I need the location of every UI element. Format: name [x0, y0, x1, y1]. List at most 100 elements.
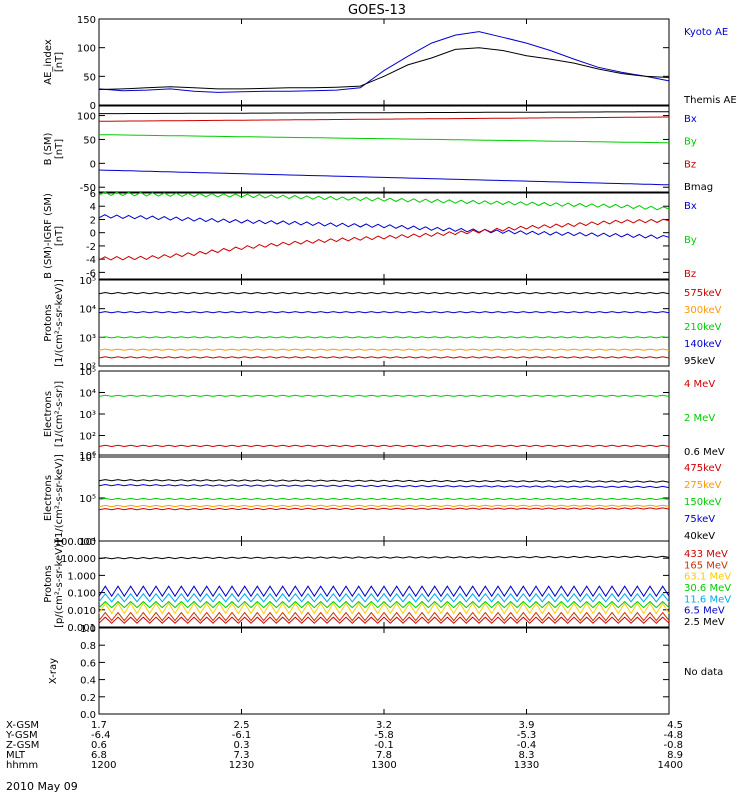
ephemeris-value: 7.3	[234, 750, 250, 761]
series-line	[98, 616, 670, 624]
series-line	[98, 31, 670, 93]
ephemeris-value: 3.9	[519, 720, 535, 731]
y-tick-label: 0	[90, 101, 96, 112]
y-axis-label: Protons	[43, 304, 54, 341]
y-tick-label: 10⁶	[79, 451, 96, 462]
legend-label: 0.6 MeV	[684, 447, 725, 458]
y-tick-label: 0.010	[67, 606, 96, 617]
legend-label: 4 MeV	[684, 379, 715, 390]
ephemeris-value: 7.8	[376, 750, 392, 761]
y-tick-label: 10.000	[61, 554, 96, 565]
panel-frame	[98, 370, 670, 458]
ephemeris-value: -5.8	[374, 730, 394, 741]
legend-label: Bz	[684, 269, 696, 280]
y-tick-label: 10³	[79, 333, 96, 344]
series-line	[98, 600, 670, 609]
y-tick-label: 50	[83, 135, 96, 146]
legend-label: Kyoto AE	[684, 27, 728, 38]
series-line	[98, 504, 670, 508]
panel-1: -50 0 50 100 B (SM) [nT] Bx By Bz Bmag	[43, 105, 713, 194]
y-tick-label: 0	[90, 229, 96, 240]
y-tick-label: 10³	[79, 410, 96, 421]
ephemeris-value: 8.3	[519, 750, 535, 761]
legend-label: Bz	[684, 159, 696, 170]
ephemeris-value: 0.6	[91, 740, 107, 751]
legend-label: By	[684, 137, 697, 148]
legend-label: 11.6 MeV	[684, 594, 731, 605]
series-line	[98, 356, 670, 359]
y-tick-label: 10⁵	[79, 494, 96, 505]
panel-3: 10² 10³ 10⁴ 10⁵ Protons [1/(cm²-s-sr-keV)] 575…	[43, 276, 722, 373]
legend-label: 63.1 MeV	[684, 572, 731, 583]
y-axis-label: AE_index	[43, 39, 54, 85]
plot-title: GOES-13	[348, 3, 406, 18]
y-tick-label: 0.4	[80, 676, 96, 687]
ephemeris-value: 1230	[229, 760, 254, 771]
date-label: 2010 May 09	[6, 780, 78, 793]
panel-frame	[98, 627, 670, 715]
series-line	[98, 47, 670, 90]
series-line	[98, 218, 670, 261]
series-line	[98, 191, 670, 211]
ephemeris-label: X-GSM	[6, 720, 39, 731]
legend-label: 575keV	[684, 288, 722, 299]
legend-label: 210keV	[684, 322, 722, 333]
y-tick-label: 10⁵	[79, 276, 96, 287]
ephemeris-value: 1400	[658, 760, 683, 771]
y-axis-label: [p/(cm²-s-sr-keV)]	[54, 540, 65, 628]
y-tick-label: -6	[86, 268, 96, 279]
y-tick-label: 100.000	[55, 537, 96, 548]
series-line	[98, 116, 669, 122]
panel-7: 0.0 0.2 0.4 0.6 0.8 1.0 X-ray No data	[48, 624, 723, 721]
legend-label: 300keV	[684, 305, 722, 316]
y-tick-label: 10⁴	[79, 389, 96, 400]
legend-label: Themis AE	[683, 95, 737, 106]
y-axis-label: [1/(cm²-s-sr-keV)]	[54, 279, 65, 367]
legend-label: 433 MeV	[684, 549, 728, 560]
ephemeris-value: 1200	[91, 760, 116, 771]
y-tick-label: 4	[90, 202, 96, 213]
y-axis-label: B (SM)	[43, 132, 54, 165]
y-tick-label: 10¹	[79, 453, 96, 464]
legend-label: 475keV	[684, 463, 722, 474]
series-line	[98, 602, 670, 615]
y-tick-label: 10⁵	[79, 367, 96, 378]
ephemeris-value: 1330	[514, 760, 539, 771]
y-axis-label: Electrons	[43, 391, 54, 437]
y-axis-label: [1/(cm²-s-sr)]	[54, 381, 65, 447]
series-line	[98, 497, 670, 501]
legend-label: 2.5 MeV	[684, 617, 725, 628]
ephemeris-label: Y-GSM	[5, 730, 38, 741]
panel-0: 0 50 100 150 AE_index [nT] Kyoto AE Themis AE	[43, 15, 737, 112]
no-data-note: No data	[684, 667, 723, 678]
legend-label: 140keV	[684, 339, 722, 350]
series-line	[98, 611, 670, 622]
ephemeris-value: 1.7	[91, 720, 107, 731]
y-tick-label: 50	[83, 72, 96, 83]
series-line	[99, 111, 670, 115]
series-line	[98, 479, 670, 483]
y-axis-label: [1/(cm²-s-sr-keV)]	[54, 454, 65, 542]
series-line	[98, 214, 670, 239]
series-line	[98, 134, 670, 144]
y-tick-label: 0.8	[80, 641, 96, 652]
series-line	[98, 585, 670, 598]
series-line	[98, 507, 670, 511]
ephemeris-table: X-GSM 1.7 2.5 3.2 3.9 4.5 Y-GSM -6.4 -6.1 -5.8 -5.…	[5, 720, 683, 771]
y-tick-label: 10⁴	[79, 537, 96, 548]
series-line	[98, 291, 670, 295]
legend-label: 40keV	[684, 531, 715, 542]
y-tick-label: -50	[80, 183, 96, 194]
legend-label: By	[684, 235, 697, 246]
ephemeris-value: 0.3	[234, 740, 250, 751]
y-tick-label: 0.0	[80, 710, 96, 721]
y-tick-label: 10⁴	[79, 305, 96, 316]
series-line	[98, 336, 670, 339]
ephemeris-label: hhmm	[6, 760, 38, 771]
y-tick-label: 100	[77, 112, 96, 123]
series-line	[98, 483, 670, 489]
series-line	[98, 444, 670, 448]
legend-label: 30.6 MeV	[684, 583, 731, 594]
